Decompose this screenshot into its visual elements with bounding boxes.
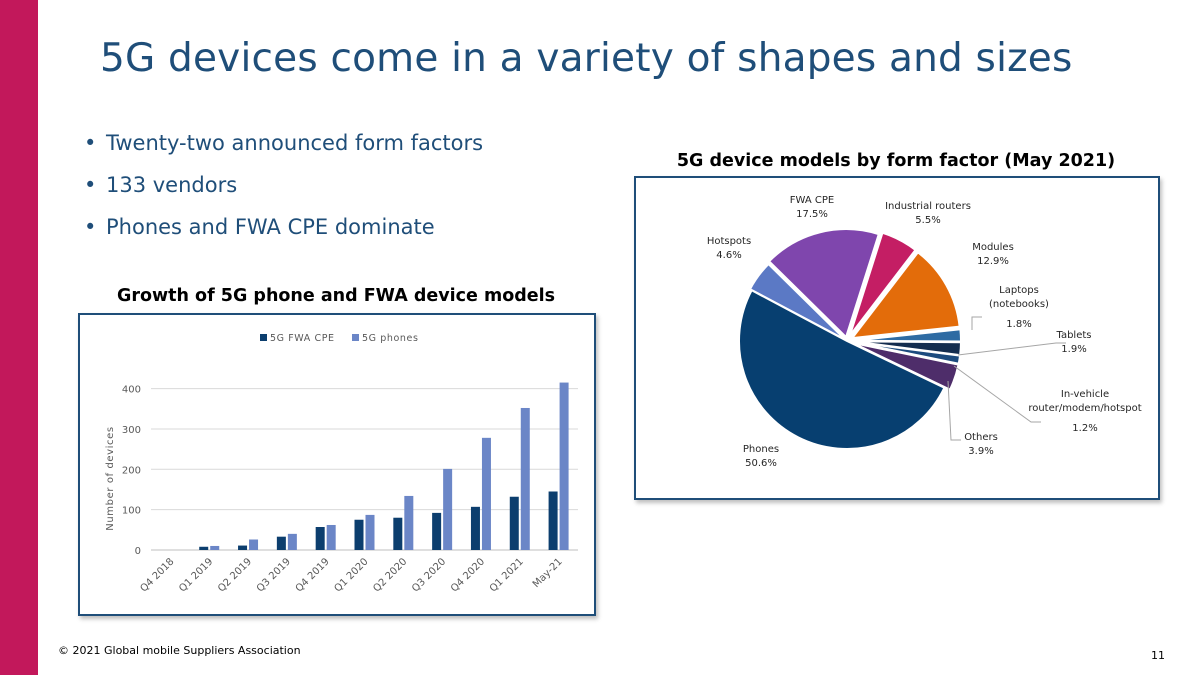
- footer-copyright: © 2021 Global mobile Suppliers Associati…: [58, 644, 301, 657]
- pie-slice: [852, 341, 960, 392]
- bar: [559, 382, 569, 550]
- leader-line: [971, 316, 982, 330]
- bullet-dot-icon: •: [84, 173, 97, 197]
- x-tick-label: Q4 2018: [138, 556, 176, 594]
- slice-value-label: 1.9%: [1061, 344, 1086, 355]
- bullet-dot-icon: •: [84, 131, 97, 155]
- y-axis-label: Number of devices: [105, 426, 116, 530]
- bar: [199, 546, 209, 550]
- bar: [287, 533, 297, 550]
- bar: [210, 545, 220, 550]
- x-tick-label: Q3 2020: [410, 556, 448, 594]
- x-tick-label: Q1 2021: [488, 556, 526, 594]
- bar: [432, 512, 442, 550]
- bullet-text: Phones and FWA CPE dominate: [106, 215, 435, 239]
- bullet-item: • 133 vendors: [84, 170, 483, 212]
- bullet-item: • Twenty-two announced form factors: [84, 128, 483, 170]
- slice-label: router/modem/hotspot: [1028, 403, 1141, 414]
- pie-slice: [748, 262, 847, 341]
- x-tick-label: Q4 2019: [294, 556, 332, 594]
- slice-value-label: 3.9%: [968, 446, 993, 457]
- leader-line: [957, 342, 1066, 356]
- slide-title: 5G devices come in a variety of shapes a…: [100, 36, 1073, 81]
- x-tick-label: Q2 2020: [371, 556, 409, 594]
- slice-value-label: 5.5%: [915, 215, 940, 226]
- slice-value-label: 17.5%: [796, 209, 828, 220]
- page-number: 11: [1151, 649, 1165, 662]
- bar: [481, 437, 491, 550]
- x-tick-label: Q1 2020: [333, 556, 371, 594]
- slice-label: In-vehicle: [1061, 389, 1109, 400]
- slice-label: Industrial routers: [885, 201, 971, 212]
- bar: [365, 514, 375, 550]
- pie-chart-title: 5G device models by form factor (May 202…: [676, 151, 1116, 171]
- pie-chart-frame: Hotspots 4.6% FWA CPE 17.5% Industrial route…: [634, 176, 1160, 500]
- legend-label: 5G phones: [362, 333, 419, 344]
- slice-label: Phones: [743, 444, 779, 455]
- x-tick-label: Q3 2019: [255, 556, 293, 594]
- x-tick-label: Q4 2020: [449, 556, 487, 594]
- slice-label: Modules: [972, 242, 1014, 253]
- slice-value-label: 1.2%: [1072, 423, 1097, 434]
- slice-label: Hotspots: [707, 236, 751, 247]
- pie-slice: [767, 228, 881, 339]
- bar: [404, 495, 414, 550]
- slice-value-label: 12.9%: [977, 256, 1009, 267]
- bar: [393, 517, 403, 550]
- y-tick-label: 0: [135, 546, 141, 557]
- bullet-dot-icon: •: [84, 215, 97, 239]
- bar: [315, 527, 325, 550]
- leader-line: [953, 365, 1041, 423]
- bar: [249, 539, 259, 550]
- slice-label: (notebooks): [989, 299, 1049, 310]
- pie-slice: [848, 231, 917, 337]
- y-tick-label: 100: [122, 506, 141, 517]
- bar-chart-frame: 0 100 200 300 400 Number of devices Q4 2018 Q1 …: [78, 313, 596, 616]
- bullet-list: • Twenty-two announced form factors • 133 …: [84, 128, 483, 254]
- accent-bar: [0, 0, 38, 675]
- bar: [470, 506, 480, 550]
- legend-swatch: [352, 334, 359, 341]
- bar: [443, 468, 453, 550]
- pie-chart: Hotspots 4.6% FWA CPE 17.5% Industrial route…: [707, 195, 1142, 469]
- bar-chart-title: Growth of 5G phone and FWA device models: [116, 286, 556, 306]
- bar: [238, 545, 248, 550]
- pie-slice: [738, 288, 946, 451]
- bar: [326, 524, 336, 550]
- legend-label: 5G FWA CPE: [270, 333, 335, 344]
- pie-slice: [850, 250, 961, 340]
- x-tick-label: May-21: [531, 556, 565, 590]
- slice-value-label: 4.6%: [716, 250, 741, 261]
- slice-label: Others: [964, 432, 998, 443]
- y-tick-label: 400: [122, 385, 141, 396]
- x-tick-label: Q2 2019: [216, 556, 254, 594]
- bar: [276, 536, 286, 550]
- slice-label: Tablets: [1056, 330, 1092, 341]
- bar: [548, 491, 558, 550]
- bullet-text: 133 vendors: [106, 173, 238, 197]
- legend-swatch: [260, 334, 267, 341]
- bar: [354, 519, 364, 550]
- y-tick-label: 200: [122, 465, 141, 476]
- bullet-item: • Phones and FWA CPE dominate: [84, 212, 483, 254]
- bar: [509, 496, 519, 550]
- slice-label: Laptops: [999, 285, 1039, 296]
- leader-line: [947, 380, 961, 441]
- slice-value-label: 50.6%: [745, 458, 777, 469]
- slice-label: FWA CPE: [790, 195, 834, 206]
- x-tick-label: Q1 2019: [177, 556, 215, 594]
- bullet-text: Twenty-two announced form factors: [106, 131, 484, 155]
- slice-value-label: 1.8%: [1006, 319, 1031, 330]
- bar: [520, 407, 530, 550]
- y-tick-label: 300: [122, 425, 141, 436]
